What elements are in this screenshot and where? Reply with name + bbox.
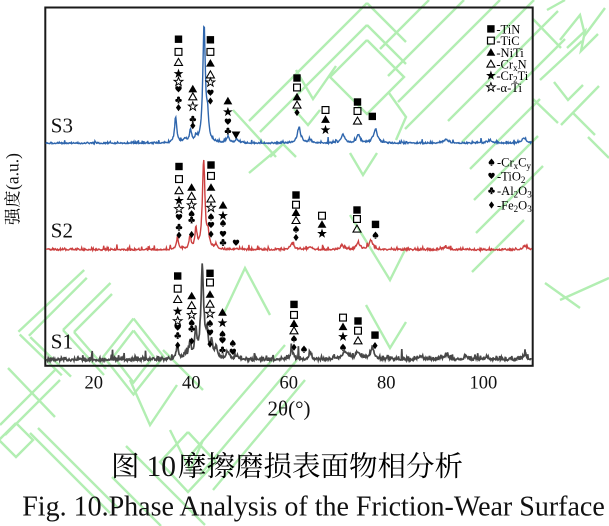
- svg-text:S3: S3: [51, 114, 73, 138]
- svg-text:-Al2O3: -Al2O3: [497, 184, 532, 200]
- svg-text:-α-Ti: -α-Ti: [496, 81, 522, 95]
- svg-text:-TiO2: -TiO2: [497, 170, 525, 186]
- svg-text:-TiN: -TiN: [496, 22, 520, 36]
- svg-text:-CrxCy: -CrxCy: [497, 156, 532, 172]
- svg-text:Fig. 10.Phase Analysis of the: Fig. 10.Phase Analysis of the Friction-W…: [22, 492, 605, 523]
- svg-text:S2: S2: [51, 219, 73, 243]
- svg-text:100: 100: [470, 374, 498, 394]
- svg-text:(a.u.): (a.u.): [3, 153, 23, 190]
- svg-text:80: 80: [377, 374, 396, 394]
- svg-text:-Fe2O3: -Fe2O3: [497, 199, 532, 215]
- svg-text:-Cr2Ti: -Cr2Ti: [496, 69, 528, 85]
- svg-text:S1: S1: [51, 330, 73, 354]
- svg-text:-TiC: -TiC: [496, 34, 519, 48]
- svg-text:10: 10: [147, 451, 177, 483]
- svg-text:-NiTi: -NiTi: [496, 46, 524, 60]
- svg-text:20: 20: [85, 374, 104, 394]
- svg-text:-CrxN: -CrxN: [496, 58, 526, 74]
- svg-text:2θ(°): 2θ(°): [268, 397, 311, 421]
- svg-text:60: 60: [280, 374, 299, 394]
- svg-text:40: 40: [182, 374, 201, 394]
